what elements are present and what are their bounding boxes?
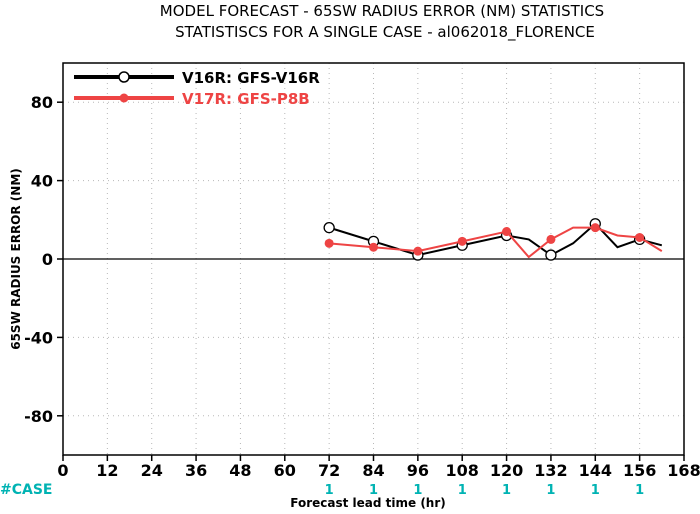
- x-tick-label: 168: [667, 461, 700, 480]
- chart-title: MODEL FORECAST - 65SW RADIUS ERROR (NM) …: [160, 2, 604, 20]
- series-1-point: [323, 221, 335, 234]
- x-tick-label: 84: [362, 461, 384, 480]
- axis-ticks: 0 12 24 36 48 60 72 84 96 108 120 132 144 156 168 -80 -4…: [24, 93, 700, 480]
- case-count-value: 1: [369, 483, 378, 498]
- case-count-value: 1: [325, 483, 334, 498]
- case-count-label: #CASE: [0, 482, 53, 498]
- series-1-point: [545, 249, 557, 261]
- series-2-point: [324, 238, 334, 248]
- x-tick-label: 120: [490, 461, 523, 480]
- x-tick-label: 12: [96, 461, 118, 480]
- legend: V16R: GFS-V16R V17R: GFS-P8B: [74, 69, 320, 108]
- series-layer: [323, 218, 663, 261]
- legend-label-2: V17R: GFS-P8B: [182, 90, 310, 108]
- y-tick-label: -40: [24, 328, 53, 347]
- x-tick-label: 48: [229, 461, 251, 480]
- case-count-value: 1: [502, 483, 511, 498]
- case-count-value: 1: [546, 483, 555, 498]
- y-tick-label: 0: [42, 250, 53, 269]
- x-tick-label: 60: [274, 461, 296, 480]
- y-tick-label: 40: [31, 172, 53, 191]
- series-2-point: [590, 223, 600, 233]
- series-2-point: [369, 242, 378, 252]
- chart-subtitle: STATISTISCS FOR A SINGLE CASE - al062018…: [175, 23, 595, 42]
- x-tick-label: 96: [407, 461, 429, 480]
- legend-marker-1: [118, 71, 130, 83]
- series-2-point: [502, 227, 512, 237]
- series-2-point: [635, 232, 645, 242]
- series-line-2: [329, 226, 663, 259]
- case-counts: 1 1 1 1 1 1 1 1: [325, 483, 645, 498]
- x-tick-label: 156: [623, 461, 656, 480]
- case-count-value: 1: [458, 483, 467, 498]
- series-2-point: [413, 246, 423, 256]
- x-tick-label: 132: [534, 461, 567, 480]
- legend-marker-2: [119, 93, 129, 103]
- x-tick-label: 72: [318, 461, 340, 480]
- series-2-point: [546, 234, 556, 244]
- x-tick-label: 36: [185, 461, 207, 480]
- y-tick-label: -80: [24, 407, 53, 426]
- x-tick-label: 24: [141, 461, 163, 480]
- legend-label-1: V16R: GFS-V16R: [182, 69, 320, 87]
- y-axis-label: 65SW RADIUS ERROR (NM): [9, 168, 23, 350]
- series-2-point: [457, 236, 467, 246]
- x-axis-label: Forecast lead time (hr): [290, 496, 446, 510]
- x-tick-label: 0: [57, 461, 68, 480]
- series-line-1: [328, 222, 663, 257]
- x-tick-label: 108: [446, 461, 479, 480]
- case-count-value: 1: [413, 483, 422, 498]
- case-count-value: 1: [635, 483, 644, 498]
- x-tick-label: 144: [579, 461, 612, 480]
- y-tick-label: 80: [31, 93, 53, 112]
- case-count-value: 1: [591, 483, 600, 498]
